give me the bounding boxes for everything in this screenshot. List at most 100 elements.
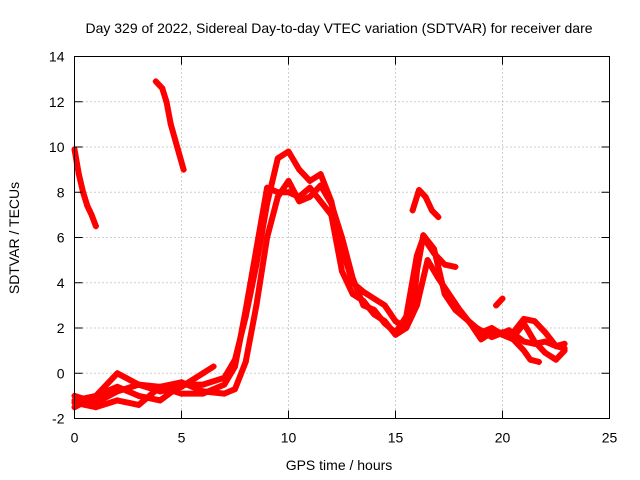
data-point-marker bbox=[349, 279, 356, 286]
series-trace-line bbox=[510, 320, 568, 363]
data-point-marker bbox=[242, 358, 249, 365]
y-tick-labels: -2 0 2 4 6 8 10 12 14 bbox=[49, 49, 65, 427]
data-point-marker bbox=[510, 336, 517, 343]
data-point-marker bbox=[135, 401, 142, 408]
data-point-marker bbox=[232, 386, 238, 393]
data-point-marker bbox=[542, 338, 549, 345]
x-tick-label: 15 bbox=[388, 430, 404, 446]
data-point-marker bbox=[306, 193, 313, 200]
axis-ticks bbox=[74, 56, 610, 419]
data-point-marker bbox=[317, 171, 324, 178]
data-point-marker bbox=[264, 184, 271, 191]
data-point-marker bbox=[180, 166, 187, 173]
data-point-marker bbox=[274, 189, 281, 196]
data-point-marker bbox=[488, 325, 495, 331]
data-point-marker bbox=[152, 78, 159, 85]
data-point-marker bbox=[328, 198, 335, 205]
data-point-marker bbox=[424, 257, 431, 264]
data-point-marker bbox=[349, 291, 356, 298]
x-tick-labels: 0 5 10 15 20 25 bbox=[71, 430, 618, 446]
data-point-marker bbox=[114, 370, 121, 377]
data-point-marker bbox=[392, 331, 399, 338]
data-point-marker bbox=[92, 223, 99, 230]
data-point-marker bbox=[561, 347, 568, 354]
data-point-marker bbox=[264, 234, 271, 241]
data-point-marker bbox=[163, 98, 170, 105]
series-trace-line bbox=[71, 363, 217, 411]
data-point-marker bbox=[242, 306, 249, 313]
data-point-marker bbox=[403, 325, 410, 331]
data-point-marker bbox=[499, 331, 506, 338]
data-point-marker bbox=[221, 381, 228, 388]
data-point-marker bbox=[542, 329, 549, 336]
x-tick-label: 0 bbox=[71, 430, 79, 446]
x-tick-label: 10 bbox=[281, 430, 297, 446]
data-point-marker bbox=[413, 268, 420, 275]
data-point-marker bbox=[441, 261, 448, 268]
data-point-marker bbox=[499, 295, 506, 302]
data-point-marker bbox=[371, 311, 378, 318]
chart-title: Day 329 of 2022, Sidereal Day-to-day VTE… bbox=[85, 20, 592, 36]
data-point-marker bbox=[306, 184, 313, 191]
y-tick-label: 8 bbox=[57, 184, 65, 200]
data-point-marker bbox=[420, 232, 427, 239]
data-point-marker bbox=[157, 383, 164, 390]
data-point-marker bbox=[435, 275, 442, 282]
data-point-marker bbox=[178, 390, 185, 397]
data-point-marker bbox=[114, 397, 121, 404]
x-tick-label: 20 bbox=[495, 430, 511, 446]
data-point-marker bbox=[381, 318, 388, 325]
data-point-marker bbox=[285, 148, 292, 155]
data-point-marker bbox=[452, 263, 459, 270]
data-point-marker bbox=[520, 338, 527, 345]
data-point-marker bbox=[553, 356, 559, 363]
data-point-marker bbox=[561, 340, 568, 347]
data-point-marker bbox=[285, 189, 292, 196]
grid bbox=[74, 56, 610, 419]
data-point-marker bbox=[274, 155, 281, 162]
data-point-marker bbox=[446, 291, 452, 298]
data-point-marker bbox=[253, 245, 260, 252]
data-point-marker bbox=[435, 214, 442, 221]
satellite-trace-9 bbox=[510, 320, 568, 363]
y-tick-label: 0 bbox=[57, 365, 65, 381]
data-point-marker bbox=[135, 381, 142, 388]
data-point-marker bbox=[478, 336, 485, 343]
y-tick-label: 10 bbox=[49, 139, 65, 155]
data-point-marker bbox=[520, 320, 527, 327]
data-point-marker bbox=[431, 245, 438, 252]
data-point-marker bbox=[403, 313, 410, 320]
series-trace-line bbox=[493, 295, 506, 309]
satellite-trace-1 bbox=[71, 146, 99, 230]
data-point-marker bbox=[296, 166, 303, 173]
data-point-marker bbox=[285, 177, 292, 184]
data-point-marker bbox=[210, 363, 217, 370]
y-tick-label: 6 bbox=[57, 230, 65, 246]
satellite-trace-6 bbox=[71, 184, 568, 411]
data-point-marker bbox=[296, 193, 303, 200]
data-point-marker bbox=[159, 85, 166, 92]
y-tick-label: 4 bbox=[57, 275, 65, 291]
x-tick-label: 5 bbox=[178, 430, 186, 446]
data-point-marker bbox=[553, 343, 559, 350]
data-point-marker bbox=[428, 207, 435, 214]
data-point-marker bbox=[174, 144, 181, 150]
data-point-marker bbox=[253, 302, 260, 309]
y-tick-label: 2 bbox=[57, 320, 65, 336]
data-point-marker bbox=[199, 390, 206, 397]
data-point-marker bbox=[199, 370, 206, 377]
data-series bbox=[71, 78, 568, 411]
data-point-marker bbox=[360, 288, 367, 295]
data-point-marker bbox=[199, 381, 206, 388]
y-tick-label: -2 bbox=[52, 411, 65, 427]
data-point-marker bbox=[527, 356, 534, 363]
data-point-marker bbox=[531, 318, 538, 325]
data-point-marker bbox=[416, 186, 423, 193]
data-point-marker bbox=[339, 268, 345, 275]
data-point-marker bbox=[422, 193, 429, 200]
data-point-marker bbox=[75, 171, 82, 178]
data-point-marker bbox=[135, 392, 142, 399]
data-point-marker bbox=[409, 207, 416, 214]
data-point-marker bbox=[92, 404, 99, 411]
data-point-marker bbox=[531, 338, 538, 345]
